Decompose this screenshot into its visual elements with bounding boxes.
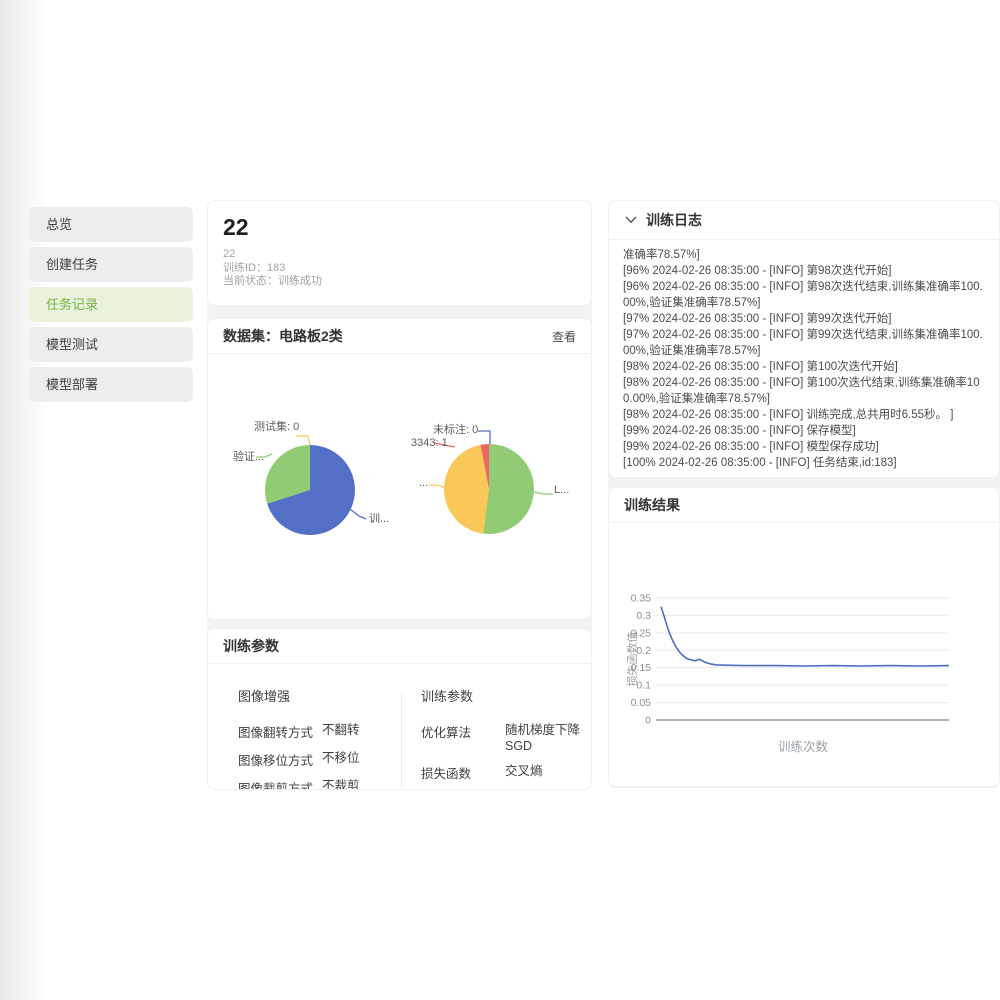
param-label: 图像裁剪方式 <box>238 782 314 790</box>
param-row: 损失函数 交叉熵 <box>421 763 591 782</box>
task-title: 22 <box>223 214 249 240</box>
view-dataset-button[interactable]: 查看 <box>551 329 576 344</box>
param-value: 不翻转 <box>322 723 360 737</box>
param-value: 不移位 <box>322 751 360 765</box>
param-group-0: 图像增强 图像翻转方式 不翻转 图像移位方式 不移位 图像裁剪方式 不裁剪 <box>238 686 418 790</box>
param-label: 优化算法 <box>421 726 472 740</box>
param-value: 随机梯度下降 SGD <box>505 723 581 753</box>
pie-split-pie <box>265 445 355 535</box>
log-line: [96% 2024-02-26 08:35:00 - [INFO] 第98次迭代… <box>623 265 892 277</box>
param-row: 优化算法 随机梯度下降 SGD <box>421 722 591 754</box>
svg-text:0.1: 0.1 <box>636 680 651 692</box>
param-label: 图像翻转方式 <box>238 726 314 740</box>
train-id-row: 训练ID：183 <box>223 262 576 276</box>
param-value: 不裁剪 <box>322 779 360 790</box>
status-label: 当前状态： <box>223 275 278 287</box>
pie-slice-label: 未标注: 0 <box>433 424 479 436</box>
param-group-title: 训练参数 <box>421 689 474 704</box>
right-column: 训练日志 准确率78.57%] [96% 2024-02-26 08:35:00 … <box>608 200 1000 788</box>
params-body: 图像增强 图像翻转方式 不翻转 图像移位方式 不移位 图像裁剪方式 不裁剪 训练参数 优化算法随… <box>208 664 591 790</box>
dataset-card-header: 数据集：电路板2类 查看 <box>208 319 591 354</box>
train-id-label: 训练ID： <box>223 261 267 274</box>
results-card-header: 训练结果 <box>609 488 999 523</box>
training-log-lines[interactable]: 准确率78.57%] [96% 2024-02-26 08:35:00 - [IN… <box>609 240 999 473</box>
pie-slice-label: 3343: 1 <box>411 437 448 449</box>
training-log-title: 训练日志 <box>646 212 702 228</box>
loss-y-axis-label: 损失函数值 <box>625 632 639 687</box>
training-results-card: 训练结果 0 0.05 0.1 0.15 0.2 0.25 0.3 0.35 损失函数值训练次数 <box>608 487 1000 787</box>
training-log-header[interactable]: 训练日志 <box>609 201 999 240</box>
param-group-title: 图像增强 <box>238 689 291 704</box>
results-title: 训练结果 <box>624 497 680 513</box>
status-row: 当前状态：训练成功 <box>223 275 576 289</box>
svg-text:0.15: 0.15 <box>631 662 652 674</box>
svg-text:0.05: 0.05 <box>631 697 652 709</box>
dataset-card: 数据集：电路板2类 查看 测试集: 0 验证... 训... 未标注: 0 3343: … <box>207 318 592 620</box>
loss-curve-line <box>660 606 950 667</box>
log-line: [98% 2024-02-26 08:35:00 - [INFO] 训练完成,总… <box>623 409 954 421</box>
pie-slice-label: ... <box>419 477 429 489</box>
svg-text:0.2: 0.2 <box>636 645 651 657</box>
sidebar: 总览创建任务任务记录模型测试模型部署 <box>29 207 193 407</box>
log-line: [98% 2024-02-26 08:35:00 - [INFO] 第100次迭… <box>623 377 980 405</box>
pie-slice-label: 验证... <box>233 451 265 463</box>
log-line: [99% 2024-02-26 08:35:00 - [INFO] 模型保存成功… <box>623 441 879 453</box>
params-card-header: 训练参数 <box>208 629 591 664</box>
training-params-card: 训练参数 图像增强 图像翻转方式 不翻转 图像移位方式 不移位 图像裁剪方式 不裁剪 训练参数… <box>207 628 592 790</box>
params-column-divider <box>401 692 402 788</box>
svg-text:0.25: 0.25 <box>631 627 652 639</box>
param-label: 图像移位方式 <box>238 754 314 768</box>
overview-card: 22 22 训练ID：183 当前状态：训练成功 <box>207 200 592 306</box>
loss-x-axis-label: 训练次数 <box>778 739 829 754</box>
sidebar-item-overview[interactable]: 总览 <box>29 207 193 242</box>
param-group-1: 训练参数优化算法 随机梯度下降 SGD 损失函数 交叉熵 <box>421 686 591 789</box>
params-title: 训练参数 <box>223 638 279 654</box>
log-line: [100% 2024-02-26 08:35:00 - [INFO] 任务结束,… <box>623 457 897 469</box>
log-line: [97% 2024-02-26 08:35:00 - [INFO] 第99次迭代… <box>623 313 892 325</box>
sidebar-item-create-task[interactable]: 创建任务 <box>29 247 193 282</box>
pie-label-pie <box>444 444 534 534</box>
task-name: 22 <box>223 248 236 260</box>
page-left-gradient <box>0 0 48 1000</box>
param-value: 交叉熵 <box>505 764 543 778</box>
training-log-card: 训练日志 准确率78.57%] [96% 2024-02-26 08:35:00 … <box>608 200 1000 478</box>
chevron-down-icon <box>625 216 637 224</box>
param-row: 图像裁剪方式 不裁剪 <box>238 778 418 790</box>
log-line: [97% 2024-02-26 08:35:00 - [INFO] 第99次迭代… <box>623 329 983 357</box>
pie-slice-label: L... <box>554 484 570 496</box>
log-line: 准确率78.57%] <box>623 249 700 261</box>
sidebar-item-model-test[interactable]: 模型测试 <box>29 327 193 362</box>
param-label: 损失函数 <box>421 767 472 781</box>
pie-slice-label: 测试集: 0 <box>254 421 300 433</box>
dataset-pie-charts: 测试集: 0 验证... 训... 未标注: 0 3343: 1... L... <box>208 354 591 619</box>
status-value: 训练成功 <box>278 275 322 287</box>
train-id-value: 183 <box>267 261 286 274</box>
sidebar-item-task-records[interactable]: 任务记录 <box>29 287 193 322</box>
sidebar-item-model-deploy[interactable]: 模型部署 <box>29 367 193 402</box>
dataset-title: 数据集：电路板2类 <box>223 328 343 344</box>
log-line: [96% 2024-02-26 08:35:00 - [INFO] 第98次迭代… <box>623 281 983 309</box>
log-line: [98% 2024-02-26 08:35:00 - [INFO] 第100次迭… <box>623 361 898 373</box>
svg-text:0.3: 0.3 <box>636 610 651 622</box>
param-row: 图像翻转方式 不翻转 <box>238 722 418 741</box>
svg-text:0.35: 0.35 <box>631 593 652 605</box>
param-row: 图像移位方式 不移位 <box>238 750 418 769</box>
main-column: 22 22 训练ID：183 当前状态：训练成功 数据集：电路板2类 查看 测试… <box>207 200 592 790</box>
svg-text:0: 0 <box>645 715 651 727</box>
log-line: [99% 2024-02-26 08:35:00 - [INFO] 保存模型] <box>623 425 856 437</box>
loss-chart: 0 0.05 0.1 0.15 0.2 0.25 0.3 0.35 损失函数值训练次数 <box>609 523 999 786</box>
pie-slice-label: 训... <box>369 513 390 525</box>
